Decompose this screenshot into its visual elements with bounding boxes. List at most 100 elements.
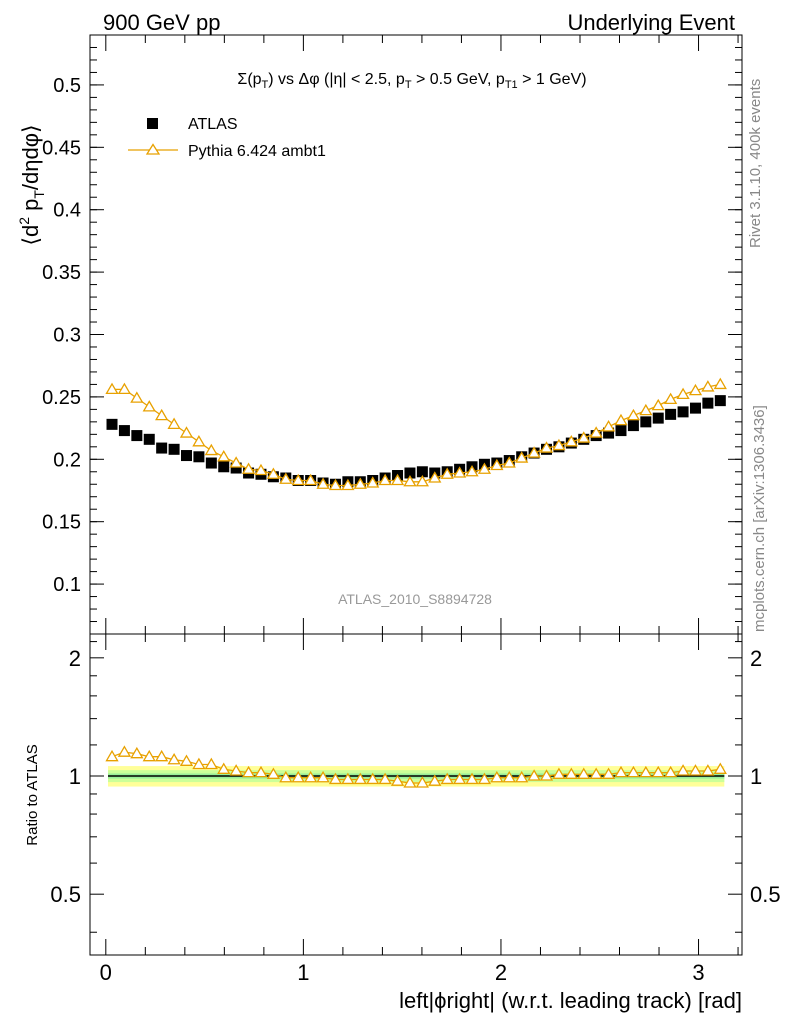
pythia-point xyxy=(353,477,367,489)
pythia-series xyxy=(105,377,727,491)
main-y-tick-label: 0.1 xyxy=(53,574,81,596)
atlas-point xyxy=(689,402,701,414)
ratio-point xyxy=(378,772,392,785)
ratio-point xyxy=(266,767,281,779)
ratio-point xyxy=(105,749,119,762)
x-tick-labels: 0 1 2 3 xyxy=(100,960,705,985)
pythia-point xyxy=(415,474,429,487)
main-y-tick-label: 0.35 xyxy=(42,262,81,284)
ratio-point xyxy=(204,757,218,770)
ratio-axis-ticks xyxy=(90,634,742,955)
ratio-y-tick-label: 0.5 xyxy=(50,882,81,907)
ratio-point xyxy=(701,764,715,776)
main-y-tick-label: 0.15 xyxy=(42,512,81,534)
ratio-point xyxy=(229,764,243,776)
pythia-point xyxy=(241,462,256,474)
pythia-point xyxy=(179,426,194,438)
ratio-point xyxy=(390,774,405,786)
watermark: ATLAS_2010_S8894728 xyxy=(338,591,492,607)
pythia-point xyxy=(117,382,132,395)
ratio-y-tick-label-right: 1 xyxy=(750,764,762,789)
ratio-point xyxy=(589,767,603,779)
pythia-point xyxy=(266,467,281,479)
ratio-point xyxy=(179,754,194,766)
ratio-point xyxy=(651,765,665,778)
chart-title: Σ(pT) vs Δφ (|η| < 2.5, pT > 0.5 GeV, pT… xyxy=(237,71,586,91)
side-label-bottom: mcplots.cern.ch [arXiv:1306.3436] xyxy=(751,405,768,632)
ratio-point xyxy=(664,765,678,778)
x-tick-label: 0 xyxy=(100,960,112,985)
ratio-point xyxy=(366,772,380,785)
pythia-point xyxy=(155,408,169,421)
ratio-point xyxy=(415,776,429,788)
ratio-y-label: Ratio to ATLAS xyxy=(24,744,41,845)
ratio-point xyxy=(502,770,516,783)
pythia-point xyxy=(440,467,454,479)
ratio-point xyxy=(552,767,566,779)
header-right: Underlying Event xyxy=(567,10,735,35)
atlas-point xyxy=(131,430,143,442)
pythia-point xyxy=(651,398,665,411)
pythia-point xyxy=(539,441,554,453)
ratio-point xyxy=(130,746,144,759)
pythia-point xyxy=(229,456,243,468)
ratio-point xyxy=(639,765,653,778)
atlas-point xyxy=(205,457,217,469)
atlas-point xyxy=(118,425,130,437)
pythia-point xyxy=(428,471,442,483)
ratio-point xyxy=(291,770,305,783)
ratio-y-tick-labels: 0.5 1 2 xyxy=(50,646,81,907)
pythia-point xyxy=(564,435,578,447)
atlas-point xyxy=(665,408,677,420)
ratio-point xyxy=(688,764,703,776)
pythia-point xyxy=(477,462,492,474)
pythia-point xyxy=(527,446,541,458)
ratio-point xyxy=(527,769,541,781)
ratio-point xyxy=(477,772,492,785)
pythia-point xyxy=(291,473,305,486)
ratio-point xyxy=(564,767,578,779)
ratio-panel: 0.5 1 2 0.5 1 2 0 1 2 3 Ratio to ATLAS left|ϕri… xyxy=(24,633,781,1013)
pythia-point xyxy=(316,477,330,489)
pythia-point xyxy=(552,438,566,451)
legend: ATLAS Pythia 6.424 ambt1 xyxy=(128,116,326,160)
pythia-point xyxy=(142,400,156,412)
ratio-point xyxy=(341,772,355,785)
ratio-point xyxy=(577,767,591,779)
pythia-point xyxy=(452,466,467,478)
pythia-point xyxy=(130,391,144,403)
pythia-point xyxy=(328,478,343,491)
pythia-point xyxy=(664,392,678,405)
ratio-y-tick-labels-right: 0.5 1 2 xyxy=(750,646,781,907)
legend-label-atlas: ATLAS xyxy=(188,116,238,133)
ratio-point xyxy=(515,770,529,783)
main-panel: 0.1 0.15 0.2 0.25 0.3 0.35 0.4 0.45 0.5 ATLAS_20… xyxy=(16,34,743,635)
pythia-point xyxy=(490,458,504,471)
ratio-point xyxy=(279,770,293,783)
atlas-point xyxy=(143,433,155,445)
atlas-point xyxy=(218,461,230,473)
ratio-point xyxy=(241,765,256,778)
pythia-point xyxy=(341,478,355,491)
ratio-point xyxy=(676,764,690,776)
pythia-point xyxy=(304,473,318,486)
ratio-point xyxy=(626,765,641,778)
x-axis-label: left|ϕright| (w.r.t. leading track) [rad… xyxy=(399,988,742,1013)
pythia-point xyxy=(589,426,603,438)
main-y-tick-labels: 0.1 0.15 0.2 0.25 0.3 0.35 0.4 0.45 0.5 xyxy=(42,75,81,596)
x-tick-label: 3 xyxy=(692,960,704,985)
pythia-point xyxy=(217,449,231,462)
main-y-tick-label: 0.3 xyxy=(53,325,81,347)
atlas-point xyxy=(416,466,428,478)
pythia-point xyxy=(626,408,641,421)
ratio-point xyxy=(117,745,132,757)
legend-label-pythia: Pythia 6.424 ambt1 xyxy=(188,143,326,160)
atlas-point xyxy=(106,418,118,430)
pythia-point xyxy=(366,476,380,488)
atlas-point xyxy=(652,412,664,424)
ratio-point xyxy=(539,769,554,781)
ratio-point xyxy=(304,770,318,783)
main-y-tick-label: 0.2 xyxy=(53,449,81,471)
atlas-point xyxy=(702,397,714,409)
